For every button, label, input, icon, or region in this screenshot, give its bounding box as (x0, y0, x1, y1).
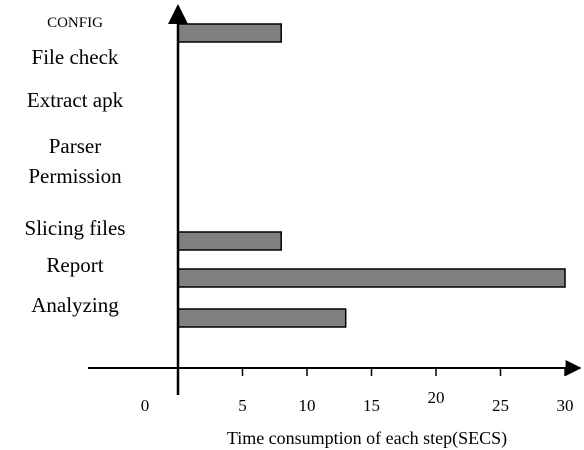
category-label-line: Permission (28, 164, 122, 188)
x-tick-label-30: 30 (557, 396, 574, 415)
x-tick-label-20: 20 (428, 388, 445, 407)
bar-report (177, 268, 566, 288)
x-tick-label-25: 25 (492, 396, 509, 415)
x-tick-label-0: 0 (141, 396, 150, 415)
category-label-parser-permission: Parser Permission (28, 134, 122, 188)
category-label-config: CONFIG (47, 15, 103, 31)
category-label-report: Report (46, 253, 103, 277)
category-label-slicing-files: Slicing files (25, 216, 126, 240)
category-label-line: Parser (49, 134, 101, 158)
category-label-extract-apk: Extract apk (27, 88, 124, 112)
bars-group (177, 23, 566, 328)
category-label-file-check: File check (32, 45, 119, 69)
x-tick-labels: 0 5 10 15 20 25 30 (141, 388, 574, 415)
x-tick-label-10: 10 (299, 396, 316, 415)
x-tick-label-15: 15 (363, 396, 380, 415)
bar-config (177, 23, 282, 43)
x-tick-marks (241, 368, 566, 376)
category-labels: CONFIG File check Extract apk Parser Permiss… (25, 15, 126, 317)
category-label-analyzing: Analyzing (31, 293, 119, 317)
x-axis-title: Time consumption of each step(SECS) (227, 428, 507, 449)
x-tick-label-5: 5 (238, 396, 247, 415)
bar-slicing-files (177, 231, 282, 251)
bar-analyzing (177, 308, 347, 328)
